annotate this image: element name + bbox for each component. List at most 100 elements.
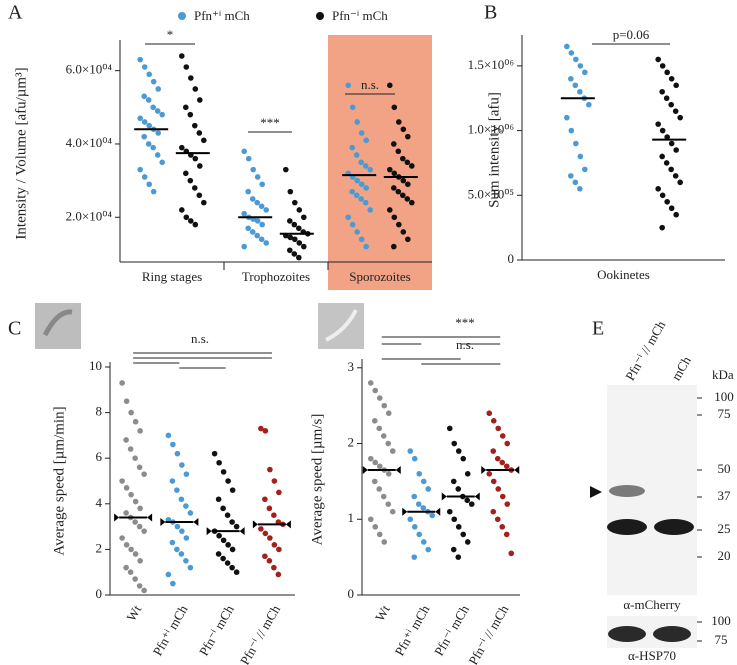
data-point bbox=[673, 82, 679, 89]
data-point bbox=[178, 551, 185, 557]
data-point bbox=[263, 240, 270, 246]
data-point bbox=[358, 181, 365, 188]
data-point bbox=[577, 88, 583, 95]
data-point bbox=[276, 489, 282, 496]
data-point bbox=[123, 510, 129, 516]
data-point bbox=[179, 528, 185, 534]
panel-label: A bbox=[8, 2, 23, 24]
data-point bbox=[301, 214, 307, 221]
marker-label: 75 bbox=[718, 406, 731, 421]
data-point bbox=[187, 564, 194, 571]
marker-label: 100 bbox=[714, 389, 734, 404]
data-point bbox=[132, 455, 138, 462]
data-point bbox=[188, 75, 194, 81]
data-point bbox=[385, 501, 392, 507]
data-point bbox=[672, 173, 679, 179]
data-point bbox=[123, 564, 129, 571]
y-axis-label: Average speed [µm/min] bbox=[51, 406, 67, 555]
data-point bbox=[499, 433, 506, 439]
data-point bbox=[672, 108, 679, 114]
significance-label: n.s. bbox=[361, 77, 379, 92]
y-tick-label: 0 bbox=[508, 251, 515, 266]
data-point bbox=[391, 170, 398, 177]
data-point bbox=[258, 203, 265, 210]
data-point bbox=[141, 119, 148, 125]
data-point bbox=[464, 471, 471, 477]
data-point bbox=[400, 177, 407, 184]
data-point bbox=[123, 437, 129, 443]
data-point bbox=[663, 160, 670, 166]
data-point bbox=[137, 428, 143, 434]
data-point bbox=[132, 418, 139, 425]
data-point bbox=[201, 199, 207, 206]
data-point bbox=[128, 409, 134, 416]
panel-label: B bbox=[484, 2, 497, 24]
data-point bbox=[220, 537, 227, 544]
data-point bbox=[224, 512, 231, 518]
data-point bbox=[141, 93, 147, 100]
data-point bbox=[292, 199, 298, 206]
marker-label: 50 bbox=[718, 461, 731, 476]
data-point bbox=[396, 221, 402, 228]
data-point bbox=[250, 166, 256, 173]
data-point bbox=[668, 76, 675, 82]
data-point bbox=[136, 464, 143, 471]
data-point bbox=[677, 114, 683, 121]
data-point bbox=[486, 471, 493, 477]
data-point bbox=[420, 478, 427, 485]
median-marker bbox=[474, 492, 480, 501]
data-point bbox=[229, 519, 235, 525]
data-point bbox=[568, 173, 574, 179]
blot-caption: α-HSP70 bbox=[628, 648, 676, 663]
data-point bbox=[179, 144, 185, 151]
data-point bbox=[385, 410, 392, 417]
data-point bbox=[146, 122, 152, 129]
data-point bbox=[385, 440, 392, 447]
blot-band bbox=[653, 626, 691, 642]
data-point bbox=[577, 63, 584, 69]
data-point bbox=[425, 486, 432, 492]
data-point bbox=[183, 170, 189, 177]
y-tick-label: 1 bbox=[348, 510, 355, 525]
data-point bbox=[499, 459, 506, 466]
y-tick-label: 4.0×10⁰⁴ bbox=[66, 135, 113, 150]
data-point bbox=[137, 505, 143, 512]
data-point bbox=[132, 551, 139, 557]
data-point bbox=[215, 551, 222, 557]
lane-label: mCh bbox=[668, 353, 694, 383]
y-tick-label: 1.5×10⁰⁶ bbox=[468, 57, 514, 72]
data-point bbox=[132, 498, 139, 505]
data-point bbox=[572, 82, 579, 89]
marker-label: 100 bbox=[711, 613, 731, 628]
x-category-label: Pfn⁺ⁱ mCh bbox=[150, 602, 191, 658]
median-marker bbox=[481, 466, 487, 475]
data-point bbox=[187, 177, 194, 184]
data-point bbox=[287, 218, 293, 224]
blot-band bbox=[609, 485, 645, 497]
data-point bbox=[183, 64, 190, 70]
data-point bbox=[405, 133, 411, 140]
data-point bbox=[137, 115, 143, 122]
data-point bbox=[132, 519, 138, 525]
data-point bbox=[664, 134, 670, 140]
data-point bbox=[354, 119, 361, 125]
data-point bbox=[376, 531, 383, 538]
data-point bbox=[220, 505, 226, 512]
data-point bbox=[192, 122, 198, 129]
data-point bbox=[450, 546, 457, 553]
data-point bbox=[197, 163, 203, 169]
data-point bbox=[411, 493, 418, 500]
data-point bbox=[409, 199, 415, 206]
data-point bbox=[468, 501, 475, 507]
data-point bbox=[409, 163, 415, 169]
data-point bbox=[655, 186, 661, 192]
data-point bbox=[267, 466, 273, 473]
data-point bbox=[145, 97, 152, 103]
data-point bbox=[224, 560, 231, 566]
data-point bbox=[174, 523, 181, 530]
legend-marker bbox=[178, 12, 186, 20]
blot-caption: α-mCherry bbox=[623, 597, 681, 612]
data-point bbox=[291, 251, 298, 257]
data-point bbox=[258, 526, 264, 532]
data-point bbox=[668, 101, 674, 108]
